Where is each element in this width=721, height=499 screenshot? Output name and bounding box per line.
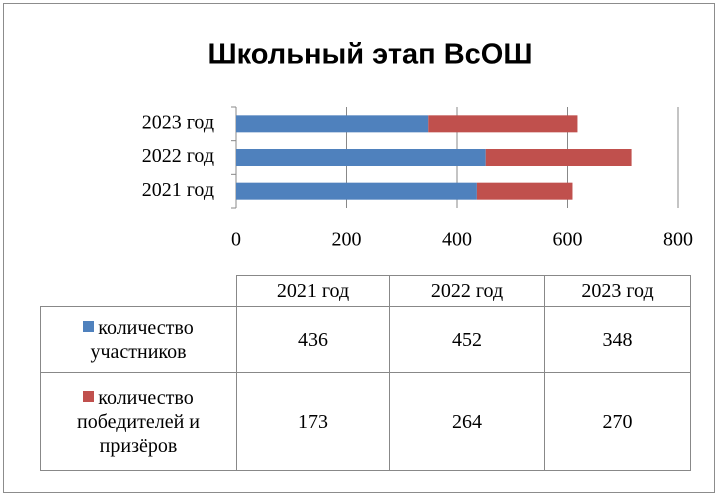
table-value: 270 <box>544 372 691 471</box>
table-value: 173 <box>236 372 390 471</box>
bar <box>236 115 429 133</box>
legend-swatch <box>83 390 95 402</box>
legend-entry: количество победителей и призёров <box>40 372 237 471</box>
table-header-text: 2021 год <box>276 280 350 302</box>
chart-frame <box>3 3 715 493</box>
table-value: 264 <box>389 372 545 471</box>
y-tick-label: 2023 год <box>142 111 214 133</box>
table-value-text: 452 <box>452 328 482 351</box>
x-tick-label: 600 <box>553 229 583 251</box>
table-header-text: 2023 год <box>581 280 654 302</box>
table-value-text: 270 <box>602 410 633 433</box>
legend-entry-text: количество победителей и призёров <box>77 386 200 457</box>
bar <box>236 149 486 166</box>
table-header: 2023 год <box>544 275 691 307</box>
table-value: 452 <box>389 306 545 373</box>
x-tick-label: 400 <box>442 229 472 251</box>
table-header: 2021 год <box>236 275 390 307</box>
table-value: 436 <box>236 306 390 373</box>
chart-title: Школьный этап ВсОШ <box>208 39 533 71</box>
table-value-text: 264 <box>452 410 482 433</box>
bar <box>236 182 477 200</box>
table-value-text: 348 <box>602 328 633 351</box>
legend-swatch <box>83 320 95 332</box>
y-tick-label: 2021 год <box>142 179 214 201</box>
table-value: 348 <box>544 306 691 373</box>
table-header: 2022 год <box>389 275 545 307</box>
x-tick-label: 0 <box>231 229 241 251</box>
table-value-text: 436 <box>298 328 328 351</box>
table-value-text: 173 <box>298 410 328 433</box>
legend-entry: количество участников <box>40 306 237 373</box>
y-tick-label: 2022 год <box>142 145 214 167</box>
x-tick-label: 800 <box>663 229 693 251</box>
bar <box>428 115 578 133</box>
table-header-text: 2022 год <box>430 280 504 302</box>
legend-entry-text: количество участников <box>90 316 194 363</box>
x-tick-label: 200 <box>332 229 362 251</box>
bar <box>476 182 573 200</box>
bar <box>485 149 632 166</box>
